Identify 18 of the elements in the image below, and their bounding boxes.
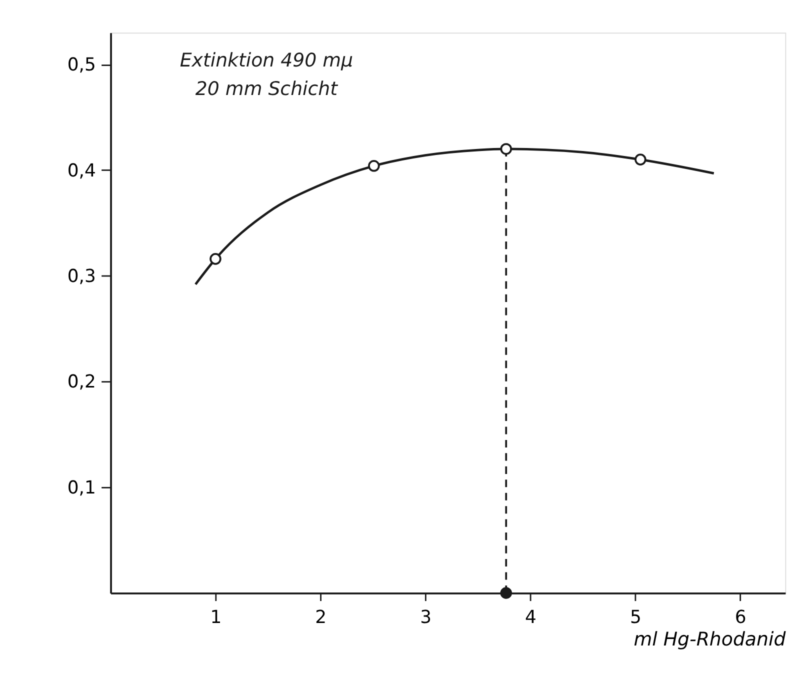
point <box>210 253 222 265</box>
x-tick-label: 6 <box>734 606 746 628</box>
y-tick-label: 0,1 <box>67 477 96 498</box>
y-tick-label: 0,5 <box>67 54 96 76</box>
x-tick-label: 2 <box>315 606 327 628</box>
x-axis-title: ml Hg-Rhodanid <box>634 628 787 650</box>
y-tick-label: 0,3 <box>67 266 96 287</box>
x-tick-label: 1 <box>210 606 222 628</box>
point <box>500 143 512 155</box>
x-tick-label: 3 <box>420 606 432 628</box>
y-tick-label: 0,2 <box>67 372 96 393</box>
y-tick-label: 0,4 <box>67 160 96 182</box>
point <box>368 160 380 172</box>
x-tick-label: 4 <box>525 606 536 628</box>
x-tick-label: 5 <box>630 606 642 628</box>
y-axis-title: Extinktion 490 mµ 20 mm Schicht <box>180 50 354 100</box>
point <box>500 587 512 599</box>
point <box>634 154 646 166</box>
